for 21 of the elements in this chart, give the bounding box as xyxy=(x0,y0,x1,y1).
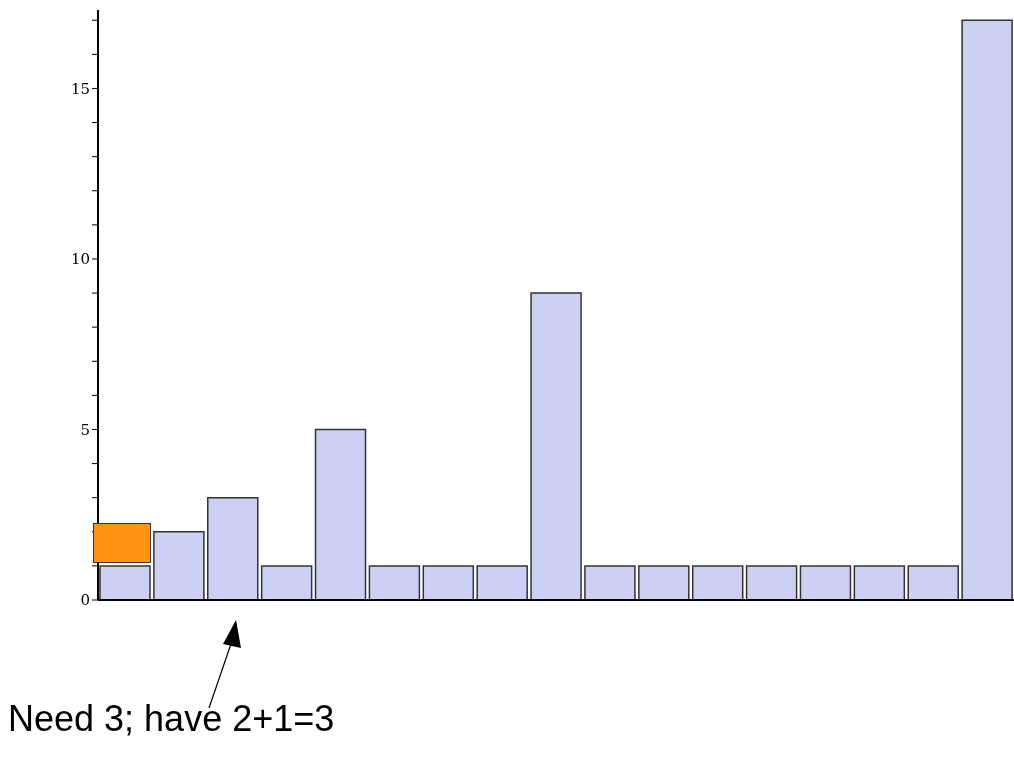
bar xyxy=(422,565,475,600)
bar xyxy=(530,292,582,600)
y-tick-label: 10 xyxy=(70,250,90,269)
bar xyxy=(691,565,744,600)
text: Need 3; have 2+1=3 xyxy=(8,698,335,740)
bar xyxy=(368,565,421,600)
bar xyxy=(799,565,852,600)
y-tick-label: 0 xyxy=(80,591,90,610)
bar xyxy=(584,565,636,600)
bar xyxy=(476,565,528,600)
y-tick-label: 5 xyxy=(80,420,90,439)
bar xyxy=(153,531,205,600)
bar xyxy=(638,565,690,600)
bar xyxy=(907,565,959,600)
bar xyxy=(853,565,906,600)
bar xyxy=(961,19,1013,600)
bar xyxy=(745,565,798,600)
bar xyxy=(207,496,259,600)
bar xyxy=(260,565,313,600)
bar xyxy=(314,428,367,600)
y-tick-label: 15 xyxy=(70,79,90,98)
